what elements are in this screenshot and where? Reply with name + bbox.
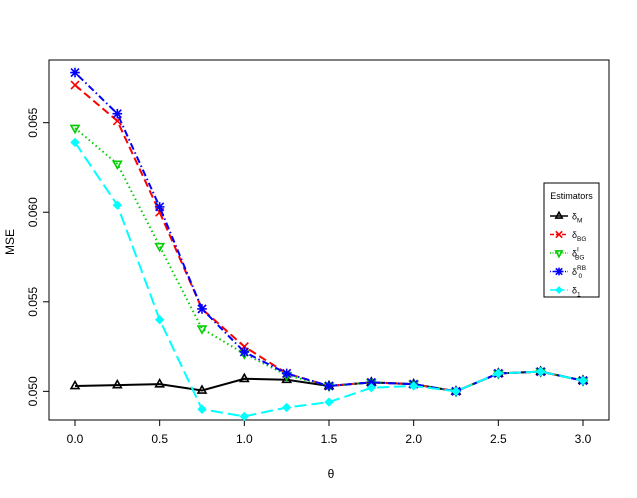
legend-item: δBG (550, 230, 586, 243)
data-point (324, 397, 334, 407)
x-tick-label: 1.0 (236, 432, 253, 446)
y-tick-label: 0.060 (26, 197, 40, 227)
data-point (555, 286, 563, 294)
x-axis: 0.0 0.5 1.0 1.5 2.0 2.5 3.0 (67, 420, 592, 446)
data-point (324, 381, 334, 391)
y-tick-label: 0.050 (26, 376, 40, 406)
data-point (154, 378, 166, 388)
series-δRB0 (70, 67, 588, 397)
series-line (74, 141, 584, 418)
data-point (70, 137, 80, 148)
legend-item: δRB 0 (550, 265, 586, 280)
y-axis: 0.050 0.055 0.060 0.065 (26, 107, 49, 406)
data-point (554, 210, 564, 219)
data-point (535, 366, 546, 377)
data-point (281, 368, 292, 379)
data-point (366, 383, 377, 393)
y-tick-label: 0.055 (26, 286, 40, 316)
data-point (112, 200, 123, 210)
data-point (451, 386, 461, 397)
plot-frame (48, 59, 610, 421)
data-point (238, 372, 250, 383)
legend-title: Estimators (550, 191, 593, 201)
y-axis-title: MSE (3, 229, 17, 255)
data-point (154, 242, 166, 253)
legend-label: δBG (572, 230, 586, 243)
data-point (197, 304, 207, 314)
legend-label: δ1 (572, 286, 581, 299)
data-point (69, 124, 81, 135)
data-point (366, 377, 377, 388)
series-line (74, 84, 584, 393)
series-δIBG (69, 124, 589, 398)
data-point (555, 267, 563, 276)
legend-item: δM (550, 210, 582, 225)
data-point (196, 325, 208, 335)
y-tick-label: 0.065 (26, 107, 40, 137)
data-point (281, 402, 292, 413)
series-layer (69, 67, 589, 422)
data-point (408, 381, 419, 391)
x-axis-title: θ (328, 467, 335, 481)
data-point (196, 384, 208, 394)
legend-item: δI BG (550, 247, 584, 262)
x-tick-label: 0.5 (151, 432, 168, 446)
x-tick-label: 1.5 (321, 432, 338, 446)
x-tick-label: 3.0 (575, 432, 592, 446)
data-point (70, 80, 80, 90)
legend-item: δ1 (550, 286, 581, 299)
data-point (493, 368, 504, 379)
data-point (112, 108, 123, 119)
data-point (70, 67, 80, 78)
x-tick-label: 2.5 (490, 432, 507, 446)
data-point (239, 411, 250, 422)
legend: Estimators δM δBG δI BG δRB 0 δ1 (543, 182, 600, 299)
series-line (74, 127, 584, 393)
data-point (111, 378, 123, 389)
data-point (281, 373, 293, 384)
legend-label: δI BG (572, 247, 584, 262)
data-point (154, 202, 165, 212)
x-tick-label: 0.0 (67, 432, 84, 446)
data-point (69, 379, 81, 390)
series-δBG (70, 80, 588, 396)
data-point (154, 314, 165, 325)
data-point (554, 250, 564, 259)
data-point (555, 230, 563, 239)
x-tick-label: 2.0 (405, 432, 422, 446)
data-point (111, 160, 123, 171)
legend-label: δRB 0 (572, 265, 586, 280)
legend-label: δM (572, 212, 582, 225)
data-point (578, 375, 588, 386)
series-δ1 (70, 137, 588, 422)
legend-box (543, 182, 600, 298)
data-point (197, 404, 207, 414)
data-point (239, 347, 250, 357)
